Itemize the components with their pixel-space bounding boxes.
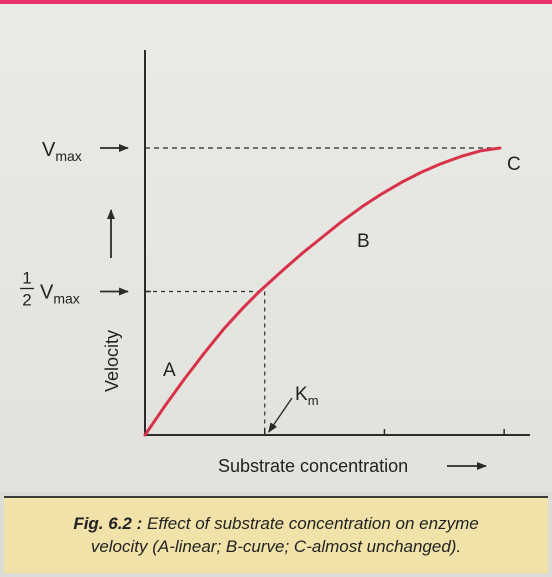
caption-box: Fig. 6.2 : Effect of substrate concentra… [4,496,548,573]
velocity-curve [143,146,502,437]
curve-group [143,146,502,437]
region-label-a: A [163,360,176,381]
vmax-label-main: V [42,139,56,161]
plot-area [0,4,552,492]
vmax-label-sub: max [55,148,81,164]
guide-lines [145,147,505,435]
caption-line-2: velocity (A-linear; B-curve; C-almost un… [90,537,462,556]
y-axis-label: Velocity [102,330,122,392]
km-label-sub: m [308,393,319,408]
axes [144,50,530,436]
km-label: Km [295,384,319,408]
x-axis-label: Substrate concentration [218,456,408,476]
region-label-c: C [507,154,521,175]
caption-fig-label: Fig. 6.2 : [73,514,143,533]
caption-line-1: Fig. 6.2 : Effect of substrate concentra… [4,512,548,535]
caption-text-1: Effect of substrate concentration on enz… [142,514,479,533]
km-pointer [268,397,293,433]
half-frac-num: 1 [22,269,31,288]
top-accent-rule [0,0,552,4]
figure-caption: Fig. 6.2 : Effect of substrate concentra… [4,512,548,558]
half-vmax-label: Vmax [40,282,80,307]
vmax-label: Vmax [42,139,82,164]
region-label-b: B [357,231,370,252]
half-frac-den: 2 [22,291,31,310]
half-vmax-label-sub: max [53,291,79,307]
half-vmax-label-main: V [40,282,54,304]
km-label-main: K [295,384,308,405]
